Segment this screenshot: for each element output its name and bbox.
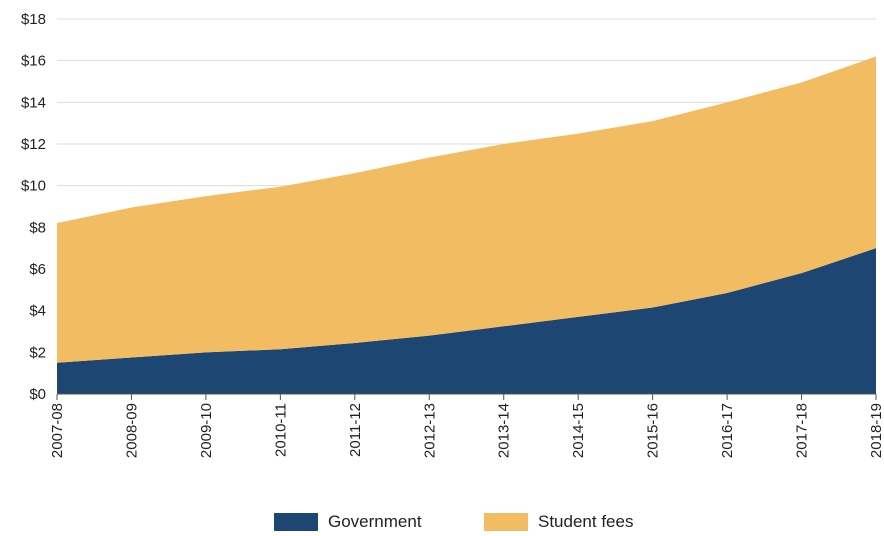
x-tick-label: 2015-16 [645,403,662,458]
legend-label-student-fees: Student fees [538,512,633,532]
y-tick-label: $8 [29,219,46,236]
y-tick-label: $14 [21,94,46,111]
x-tick-label: 2018-19 [868,403,884,458]
y-tick-label: $0 [29,386,46,403]
y-axis: $0 $2 $4 $6 $8 $10 $12 $14 $16 $18 [21,11,46,403]
x-tick-label: 2013-14 [496,403,513,458]
x-tick-label: 2014-15 [570,403,587,458]
y-tick-label: $6 [29,261,46,278]
x-tick-label: 2017-18 [794,403,811,458]
y-tick-label: $18 [21,11,46,28]
x-tick-label: 2008-09 [123,403,140,458]
x-tick-label: 2010-11 [272,403,289,457]
y-tick-label: $12 [21,136,46,153]
x-axis: 2007-08 2008-09 2009-10 2010-11 2011-12 2012-… [49,394,884,458]
x-tick-label: 2011-12 [347,403,364,457]
legend-swatch-student-fees [484,513,528,531]
series-areas [57,57,876,395]
y-tick-label: $4 [29,303,46,320]
x-tick-label: 2012-13 [421,403,438,458]
x-tick-label: 2009-10 [198,403,215,458]
y-tick-label: $2 [29,344,46,361]
legend-swatch-government [274,513,318,531]
y-tick-label: $16 [21,53,46,70]
legend: Government Student fees [0,512,884,536]
legend-item-government: Government [274,512,422,532]
x-tick-label: 2007-08 [49,403,66,458]
legend-label-government: Government [328,512,422,532]
x-tick-label: 2016-17 [719,403,736,458]
y-tick-label: $10 [21,178,46,195]
legend-item-student-fees: Student fees [484,512,633,532]
